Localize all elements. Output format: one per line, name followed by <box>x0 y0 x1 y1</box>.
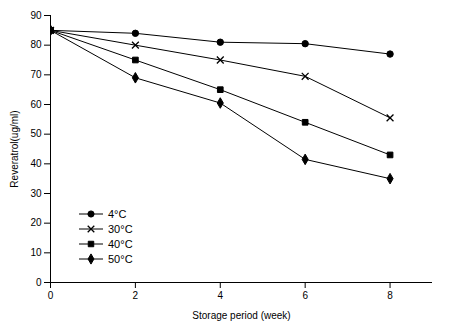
svg-text:40: 40 <box>30 158 42 169</box>
svg-text:60: 60 <box>30 99 42 110</box>
svg-text:6: 6 <box>302 290 308 301</box>
svg-text:70: 70 <box>30 69 42 80</box>
svg-text:4: 4 <box>217 290 223 301</box>
svg-text:80: 80 <box>30 39 42 50</box>
svg-text:8: 8 <box>387 290 393 301</box>
svg-text:50: 50 <box>30 128 42 139</box>
svg-text:0: 0 <box>36 277 42 288</box>
svg-text:90: 90 <box>30 10 42 21</box>
html-text:30°C: 30°C <box>108 222 133 235</box>
svg-text:Storage period (week): Storage period (week) <box>192 310 290 321</box>
svg-text:10: 10 <box>30 247 42 258</box>
html-text:50°C: 50°C <box>108 252 133 265</box>
html-text:4°C: 4°C <box>108 207 127 220</box>
svg-text:2: 2 <box>133 290 139 301</box>
svg-text:30: 30 <box>30 188 42 199</box>
svg-text:Reveratrol(ug/ml): Reveratrol(ug/ml) <box>9 110 20 187</box>
html-text:40°C: 40°C <box>108 237 133 250</box>
svg-text:20: 20 <box>30 217 42 228</box>
svg-text:0: 0 <box>48 290 54 301</box>
